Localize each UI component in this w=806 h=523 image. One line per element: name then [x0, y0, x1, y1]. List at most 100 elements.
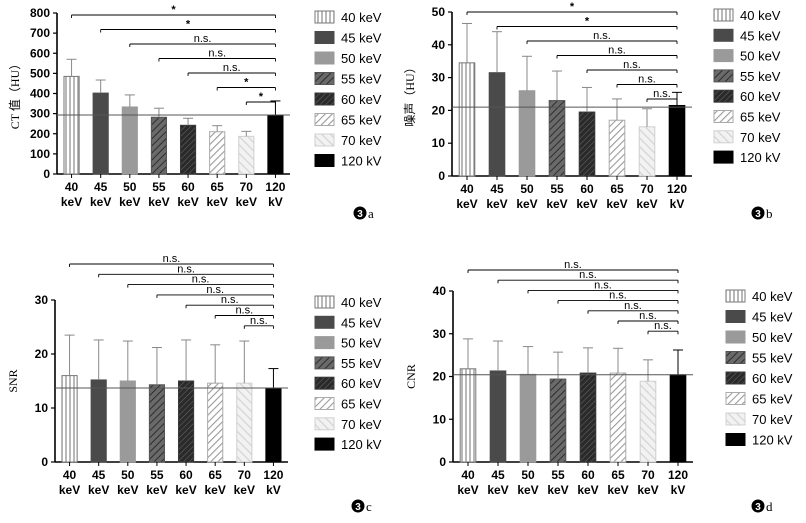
x-tick-label: 120	[263, 468, 283, 482]
y-tick-label: 0	[438, 169, 445, 183]
y-tick-label: 50	[432, 5, 446, 19]
x-tick-label: 70	[640, 182, 654, 196]
bar-65-kev	[609, 372, 627, 463]
legend-label: 65 keV	[341, 113, 382, 128]
y-tick-label: 800	[30, 6, 50, 20]
legend-swatch	[725, 412, 746, 426]
legend-label: 50 keV	[341, 336, 382, 351]
bar-40-kev	[61, 375, 78, 463]
x-tick-label-unit: keV	[577, 483, 598, 497]
significance-label: *	[171, 4, 176, 16]
x-tick-label-unit: keV	[546, 197, 567, 211]
significance-label: *	[259, 91, 264, 103]
x-tick-label-unit: keV	[516, 197, 537, 211]
y-tick-label: 30	[433, 327, 447, 341]
y-tick-label: 0	[41, 455, 48, 469]
legend-swatch	[314, 376, 335, 390]
bar-45-kev	[489, 370, 507, 463]
bar-55-kev	[549, 378, 567, 463]
chart-panel-d: 010203040CNR40keV45keV50keV55keV60keV65k…	[404, 259, 793, 514]
legend-label: 40 keV	[341, 295, 382, 310]
significance-label: n.s.	[638, 74, 656, 86]
x-tick-label: 40	[460, 182, 474, 196]
bar-50-kev	[518, 90, 536, 177]
significance-label: *	[585, 16, 590, 28]
x-tick-label-unit: keV	[148, 195, 169, 209]
y-tick-label: 40	[433, 284, 447, 298]
legend-swatch	[314, 437, 335, 451]
legend-swatch	[725, 371, 746, 385]
x-tick-label-unit: keV	[119, 195, 140, 209]
legend-label: 55 keV	[740, 69, 781, 84]
y-tick-label: 10	[433, 412, 447, 426]
y-tick-label: 0	[43, 167, 50, 181]
x-tick-label-unit: kV	[670, 197, 685, 211]
legend-label: 65 keV	[740, 110, 781, 125]
significance-label: n.s.	[654, 320, 672, 332]
y-axis-title: CNR	[404, 364, 418, 389]
x-tick-label: 65	[611, 468, 625, 482]
bar-60-kev	[177, 380, 195, 463]
legend-swatch	[314, 92, 335, 106]
legend-swatch	[314, 397, 335, 410]
x-tick-label-unit: keV	[205, 483, 226, 497]
legend-swatch	[314, 295, 335, 309]
x-tick-label: 65	[211, 180, 225, 194]
x-tick-label: 45	[491, 468, 505, 482]
significance-label: n.s.	[221, 294, 239, 306]
significance-label: n.s.	[235, 305, 253, 317]
x-tick-label-unit: keV	[517, 483, 538, 497]
x-tick-label-unit: keV	[207, 195, 228, 209]
significance-label: n.s.	[624, 300, 642, 312]
legend-label: 70 keV	[752, 412, 793, 427]
x-tick-label-unit: keV	[146, 483, 167, 497]
significance-label: n.s.	[223, 62, 241, 74]
x-tick-label: 50	[121, 468, 135, 482]
legend-swatch	[314, 113, 335, 126]
bar-60-kev	[578, 111, 596, 177]
bar-65-kev	[209, 131, 226, 175]
y-tick-label: 40	[432, 38, 446, 52]
bar-70-kev	[236, 382, 253, 463]
panel-number: 3	[755, 502, 761, 513]
significance-label: n.s.	[194, 33, 212, 45]
x-tick-label: 50	[520, 182, 534, 196]
legend-label: 65 keV	[341, 397, 382, 412]
x-tick-label: 120	[265, 180, 285, 194]
significance-label: *	[244, 77, 249, 89]
significance-label: n.s.	[163, 253, 181, 265]
y-axis-title: 噪声（HU）	[403, 61, 417, 126]
x-tick-label: 70	[240, 180, 254, 194]
legend-label: 120 kV	[752, 433, 793, 448]
panel-number: 3	[357, 209, 363, 220]
legend-label: 70 keV	[341, 417, 382, 432]
significance-label: n.s.	[623, 59, 641, 71]
legend-swatch	[725, 310, 746, 323]
y-axis-title: SNR	[6, 369, 20, 392]
legend-label: 70 keV	[341, 133, 382, 148]
bar-50-kev	[519, 373, 537, 463]
x-tick-label: 45	[490, 182, 504, 196]
legend-label: 70 keV	[740, 130, 781, 145]
significance-label: n.s.	[564, 259, 582, 271]
x-tick-label: 40	[461, 468, 475, 482]
significance-label: n.s.	[177, 263, 195, 275]
x-tick-label: 65	[209, 468, 223, 482]
x-tick-label-unit: keV	[487, 483, 508, 497]
x-tick-label: 55	[550, 182, 564, 196]
y-tick-label: 20	[432, 103, 446, 117]
legend-swatch	[314, 51, 335, 65]
bar-50-kev	[119, 380, 136, 463]
significance-label: n.s.	[192, 274, 210, 286]
legend-label: 50 keV	[740, 49, 781, 64]
bar-40-kev	[458, 62, 476, 177]
chart-panel-c: 0102030SNR40keV45keV50keV55keV60keV65keV…	[6, 253, 382, 514]
x-tick-label-unit: keV	[236, 195, 257, 209]
x-tick-label-unit: keV	[637, 483, 658, 497]
legend-label: 45 keV	[740, 28, 781, 43]
panel-number: 3	[755, 209, 761, 220]
x-tick-label: 45	[94, 180, 108, 194]
x-tick-label: 40	[63, 468, 77, 482]
y-tick-label: 20	[433, 370, 447, 384]
